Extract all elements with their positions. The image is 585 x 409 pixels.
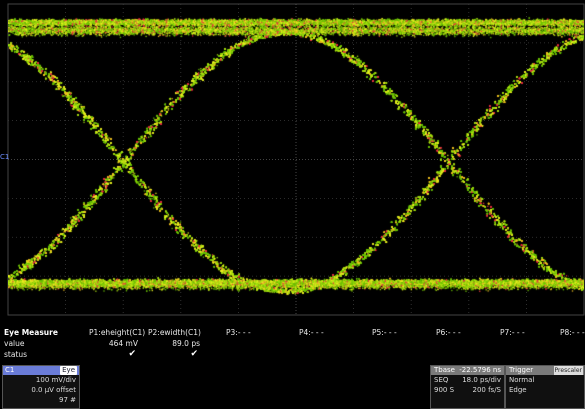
param-p2-name[interactable]: P2:ewidth(C1)	[148, 328, 201, 337]
timebase-tdiv: 18.0 ps/div	[462, 376, 501, 384]
trigger-chip: Prescaler	[553, 366, 583, 375]
param-p4-name[interactable]: P4:- - -	[299, 328, 324, 337]
waveform-display[interactable]: C1	[0, 0, 585, 318]
eye-diagram-trace	[8, 4, 584, 315]
param-p1-value: 464 mV	[108, 339, 138, 348]
channel-header: C1 Eye	[3, 366, 79, 375]
param-p5-name[interactable]: P5:- - -	[372, 328, 397, 337]
param-p1-status-check-icon: ✔	[128, 349, 136, 359]
param-p7-name[interactable]: P7:- - -	[500, 328, 525, 337]
channel-name: C1	[5, 366, 15, 374]
channel-count: 97 #	[59, 396, 76, 404]
param-p1-name[interactable]: P1:eheight(C1)	[89, 328, 146, 337]
param-p8-name[interactable]: P8:- - -	[560, 328, 585, 337]
timebase-header: Tbase -22.5796 ns	[431, 366, 504, 375]
channel-marker[interactable]: C1	[0, 153, 10, 161]
param-p3-name[interactable]: P3:- - -	[226, 328, 251, 337]
trigger-descriptor[interactable]: Trigger Prescaler Normal Edge	[505, 365, 585, 409]
timebase-label: Tbase	[434, 366, 455, 374]
value-row-label: value	[4, 339, 25, 348]
trigger-label: Trigger	[509, 366, 534, 374]
timebase-value: -22.5796 ns	[459, 366, 501, 374]
status-row-label: status	[4, 350, 28, 359]
trigger-header: Trigger Prescaler	[506, 366, 584, 375]
param-p2-value: 89.0 ps	[172, 339, 200, 348]
channel-tag: Eye	[60, 366, 77, 375]
timebase-mode: SEQ	[434, 376, 449, 384]
channel-vdiv: 100 mV/div	[35, 376, 76, 384]
channel-descriptor-c1[interactable]: C1 Eye 100 mV/div 0.0 µV offset 97 #	[2, 365, 80, 409]
measure-title[interactable]: Eye Measure	[4, 328, 58, 337]
timebase-descriptor[interactable]: Tbase -22.5796 ns SEQ 18.0 ps/div 900 S …	[430, 365, 505, 409]
trigger-mode: Normal	[509, 376, 535, 384]
timebase-rate: 200 fs/S	[472, 386, 502, 394]
param-status-row: status ✔ ✔	[0, 349, 585, 360]
trigger-type: Edge	[509, 386, 527, 394]
param-p6-name[interactable]: P6:- - -	[436, 328, 461, 337]
timebase-samples: 900 S	[434, 386, 455, 394]
param-name-row: Eye Measure P1:eheight(C1) P2:ewidth(C1)…	[0, 327, 585, 338]
param-p2-status-check-icon: ✔	[190, 349, 198, 359]
channel-offset: 0.0 µV offset	[31, 386, 76, 394]
param-value-row: value 464 mV 89.0 ps	[0, 338, 585, 349]
